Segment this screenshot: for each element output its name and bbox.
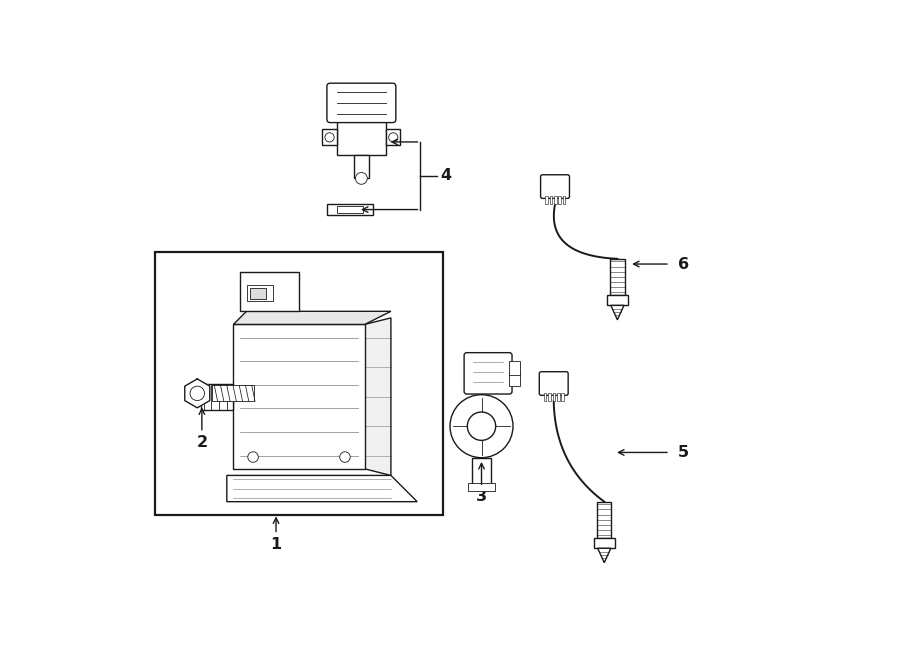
Bar	[250, 288, 266, 299]
Text: 3: 3	[476, 489, 487, 504]
Bar	[247, 285, 273, 301]
Circle shape	[248, 451, 258, 462]
Text: 6: 6	[678, 257, 689, 271]
Bar	[386, 130, 400, 145]
FancyBboxPatch shape	[541, 175, 570, 199]
FancyBboxPatch shape	[539, 371, 568, 395]
Bar	[468, 483, 495, 491]
Bar	[554, 197, 556, 205]
Text: 5: 5	[678, 445, 689, 460]
Bar	[544, 393, 546, 401]
Bar	[509, 371, 520, 386]
Circle shape	[356, 173, 367, 184]
Bar	[553, 393, 555, 401]
Circle shape	[325, 133, 334, 142]
Text: 2: 2	[196, 435, 207, 450]
FancyBboxPatch shape	[327, 83, 396, 122]
Bar	[322, 130, 337, 145]
Bar	[472, 457, 491, 484]
Bar	[610, 259, 625, 295]
Bar	[201, 383, 233, 410]
Bar	[558, 197, 561, 205]
Bar	[354, 156, 369, 178]
Polygon shape	[328, 204, 373, 215]
Bar	[550, 197, 553, 205]
Circle shape	[339, 451, 350, 462]
FancyBboxPatch shape	[464, 353, 512, 394]
Circle shape	[190, 386, 204, 401]
Text: 1: 1	[271, 537, 282, 552]
Bar	[233, 324, 364, 469]
Bar	[562, 393, 564, 401]
Circle shape	[389, 133, 398, 142]
Polygon shape	[611, 305, 624, 320]
Bar	[337, 119, 386, 156]
Bar	[597, 502, 611, 538]
Polygon shape	[598, 548, 611, 563]
Polygon shape	[233, 311, 391, 324]
Bar	[557, 393, 560, 401]
Bar	[607, 295, 628, 305]
Circle shape	[467, 412, 496, 440]
Bar	[594, 538, 615, 548]
Polygon shape	[364, 318, 391, 475]
Bar	[509, 361, 520, 375]
Bar	[240, 272, 299, 311]
Bar	[562, 197, 565, 205]
Polygon shape	[338, 207, 364, 213]
Bar	[212, 385, 255, 401]
Bar	[545, 197, 548, 205]
Bar	[155, 252, 444, 515]
Polygon shape	[184, 379, 210, 408]
Text: 4: 4	[440, 168, 451, 183]
Polygon shape	[227, 475, 418, 502]
Bar	[548, 393, 551, 401]
Circle shape	[450, 395, 513, 457]
